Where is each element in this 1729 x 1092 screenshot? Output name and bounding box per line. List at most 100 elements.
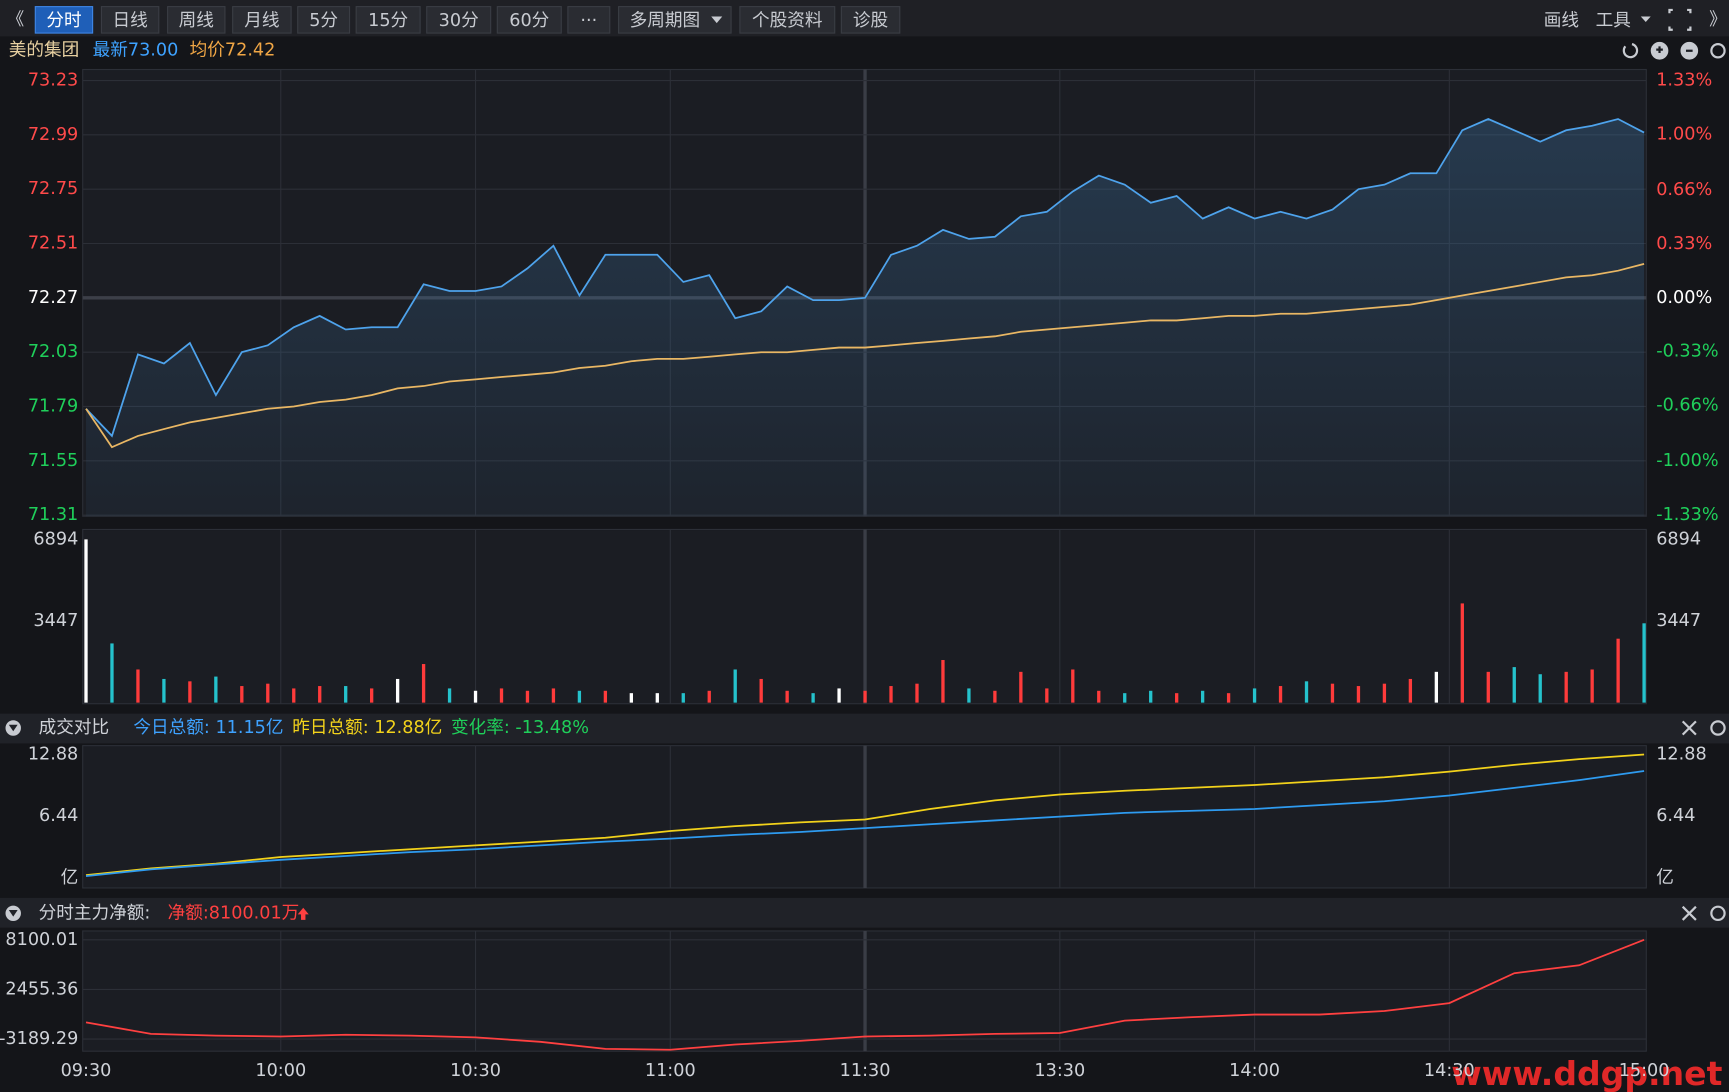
y-tick-label: 71.31 — [28, 505, 78, 525]
y-tick-label-right: 6.44 — [1656, 806, 1695, 826]
toolbar-label[interactable]: 诊股 — [853, 10, 888, 31]
volume-bar — [1512, 667, 1516, 703]
settings-icon[interactable] — [1710, 720, 1726, 736]
dropdown-label[interactable]: 多周期图 — [630, 10, 701, 31]
volume-bar — [863, 690, 867, 703]
tab-label[interactable]: 15分 — [368, 10, 408, 31]
volume-bar — [577, 690, 582, 703]
tab-label[interactable]: 分时 — [46, 10, 81, 31]
tools-button[interactable]: 工具 — [1596, 11, 1631, 31]
tab-label[interactable]: ··· — [580, 11, 597, 31]
toolbar-button[interactable] — [739, 6, 836, 34]
tab-button[interactable] — [297, 6, 351, 34]
volume-bar — [1304, 681, 1309, 703]
draw-button[interactable]: 画线 — [1544, 10, 1579, 31]
volume-bar — [1564, 671, 1568, 703]
volume-bar — [1175, 693, 1179, 703]
yesterday-total: 昨日总额: 12.88亿 — [292, 717, 442, 738]
volume-bar — [421, 664, 426, 703]
tab-label[interactable]: 5分 — [309, 10, 338, 31]
y-tick-label: 8100.01 — [5, 930, 78, 950]
close-icon[interactable] — [1681, 905, 1697, 921]
series-line — [85, 938, 1645, 1051]
collapse-arrow — [8, 910, 18, 917]
tab-label[interactable]: 60分 — [509, 10, 549, 31]
tab-label[interactable]: 月线 — [244, 10, 279, 31]
volume-bar — [1590, 669, 1594, 703]
x-tick-label: 13:30 — [1034, 1061, 1085, 1081]
y2-tick-label: -1.00% — [1656, 451, 1718, 471]
volume-bar — [603, 690, 608, 703]
volume-bar — [915, 683, 919, 703]
volume-bar — [551, 688, 556, 703]
volume-bar — [733, 669, 737, 703]
turnover-title: 成交对比 — [39, 717, 110, 738]
y-tick-label: 72.27 — [28, 288, 78, 308]
volume-bar — [1330, 683, 1335, 703]
change-rate: 变化率: -13.48% — [451, 717, 589, 738]
tab-label[interactable]: 30分 — [439, 10, 479, 31]
x-tick-label: 11:30 — [840, 1061, 891, 1081]
x-tick-label: 14:30 — [1424, 1061, 1475, 1081]
tab-button[interactable] — [100, 6, 160, 34]
tab-button[interactable] — [355, 6, 421, 34]
tab-button[interactable] — [496, 6, 562, 34]
volume-bar — [473, 690, 478, 703]
fullscreen-icon[interactable] — [1668, 8, 1692, 31]
tab-button[interactable] — [34, 6, 94, 34]
volume-bar — [811, 693, 815, 703]
y2-tick-label: -1.33% — [1656, 505, 1718, 525]
forward-button[interactable]: 》 — [1709, 10, 1727, 30]
volume-bar — [837, 688, 841, 703]
volume-bar — [629, 693, 633, 703]
toolbar-label[interactable]: 个股资料 — [752, 10, 823, 31]
tab-button[interactable] — [567, 6, 611, 34]
y-tick-label: 71.79 — [28, 396, 78, 416]
tab-button[interactable] — [232, 6, 292, 34]
volume-bar — [993, 690, 997, 703]
x-tick-label: 11:00 — [645, 1061, 696, 1081]
y2-tick-label: 0.33% — [1656, 234, 1712, 254]
y-tick-label: 2455.36 — [5, 979, 78, 999]
x-tick-label: 15:00 — [1619, 1061, 1670, 1081]
tools-arrow — [1640, 16, 1651, 23]
collapse-arrow — [8, 724, 18, 732]
dropdown-button[interactable] — [618, 6, 732, 34]
y2-tick-label: 1.00% — [1656, 124, 1712, 144]
y-tick-label: 72.03 — [28, 342, 78, 362]
series-line — [85, 118, 1645, 438]
y2-tick-label: 1.33% — [1656, 71, 1712, 91]
volume-bar — [266, 683, 270, 703]
tab-button[interactable] — [426, 6, 492, 34]
close-icon[interactable] — [1681, 720, 1697, 736]
volume-bar — [1252, 688, 1257, 703]
back-button[interactable]: 《 — [7, 10, 25, 30]
series-line — [85, 753, 1645, 877]
stock-name: 美的集团 — [9, 40, 80, 61]
settings-icon[interactable] — [1710, 43, 1726, 59]
volume-bar — [110, 643, 114, 703]
volume-bar — [240, 686, 244, 703]
tab-label[interactable]: 日线 — [112, 10, 147, 31]
volume-bar — [967, 688, 971, 703]
volume-bar — [1097, 690, 1101, 703]
y-tick-label-right: 12.88 — [1656, 744, 1706, 764]
tab-label[interactable]: 周线 — [179, 10, 214, 31]
volume-bar — [525, 690, 530, 703]
y-tick-label: -3189.29 — [0, 1029, 78, 1049]
volume-bar — [447, 688, 452, 703]
volume-bar — [1123, 693, 1127, 703]
tab-button[interactable] — [167, 6, 226, 34]
volume-bar — [1460, 603, 1464, 703]
series-line — [85, 262, 1645, 449]
undo-icon[interactable] — [1622, 43, 1639, 59]
volume-bar — [889, 686, 893, 703]
y-tick-label: 12.88 — [28, 744, 78, 764]
toolbar-button[interactable] — [840, 6, 901, 34]
volume-bar — [162, 678, 166, 703]
settings-icon[interactable] — [1710, 905, 1726, 922]
x-tick-label: 14:00 — [1229, 1061, 1280, 1081]
average-price: 均价72.42 — [190, 40, 276, 61]
